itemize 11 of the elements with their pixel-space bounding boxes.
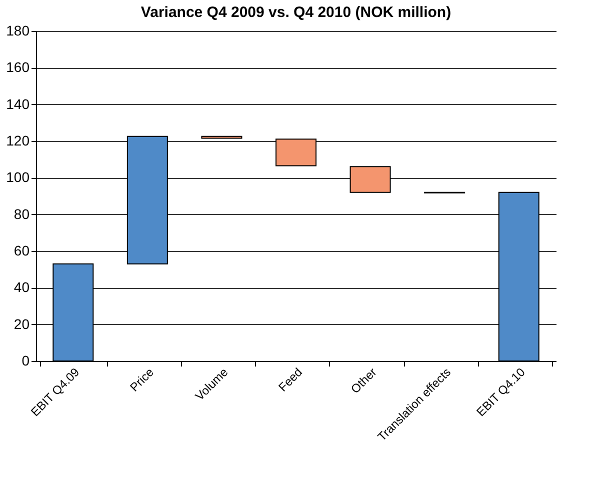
y-tick-label: 180 [6, 22, 30, 38]
y-tick-label: 100 [6, 169, 30, 186]
y-tick-label: 160 [6, 59, 30, 76]
y-tick-label: 140 [6, 96, 30, 112]
y-tick-label: 20 [14, 316, 30, 332]
y-tick-label: 60 [14, 242, 30, 258]
chart-title: Variance Q4 2009 vs. Q4 2010 (NOK million) [140, 4, 452, 21]
y-tick-label: 0 [22, 352, 30, 368]
y-tick-label: 80 [14, 206, 30, 222]
y-tick-label: 40 [14, 279, 30, 296]
y-tick-label: 120 [6, 132, 30, 148]
